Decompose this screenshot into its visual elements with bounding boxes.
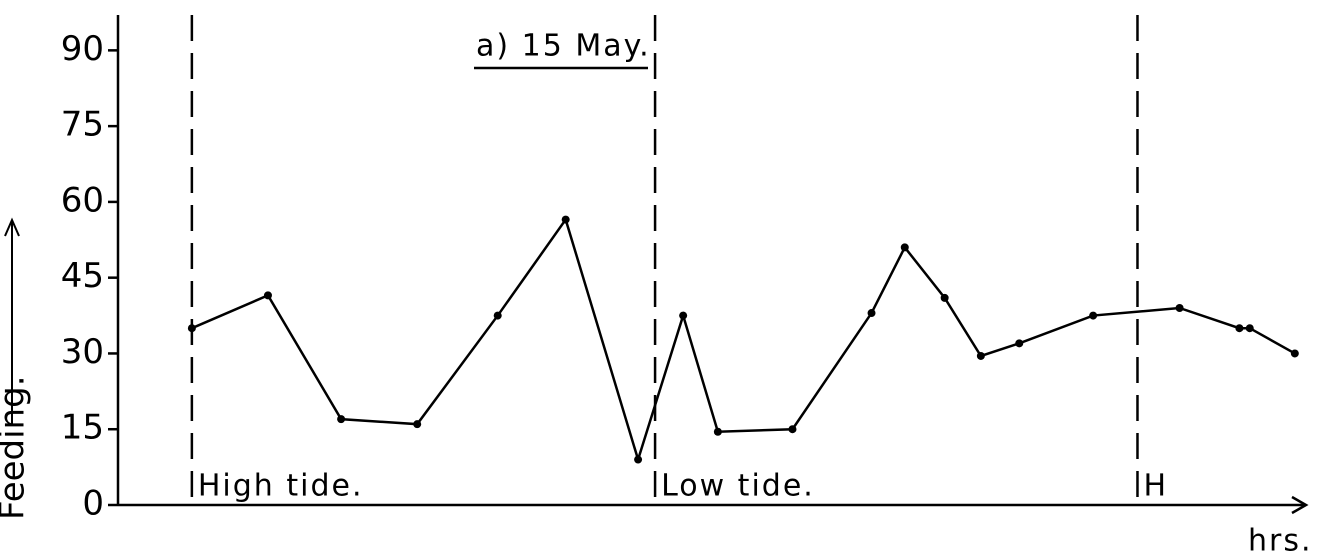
point <box>867 309 876 318</box>
point <box>679 311 688 320</box>
tide-label: Low tide. <box>661 469 815 504</box>
y-axis-label: Feeding. <box>0 376 33 521</box>
point <box>940 293 949 302</box>
point <box>337 415 346 424</box>
y-tick-label: 90 <box>61 29 104 69</box>
point <box>1290 349 1299 358</box>
point <box>1235 324 1244 333</box>
point <box>976 351 985 360</box>
y-tick-label: 45 <box>61 256 104 296</box>
point <box>263 291 272 300</box>
point <box>788 425 797 434</box>
x-axis-label: hrs. <box>1248 524 1313 559</box>
point <box>493 311 502 320</box>
point <box>413 420 422 429</box>
point <box>634 455 643 464</box>
point <box>1015 339 1024 348</box>
x-axis-arrow <box>1291 495 1309 515</box>
y-tick-label: 60 <box>61 180 104 220</box>
y-tick-label: 0 <box>82 484 104 524</box>
point <box>1245 324 1254 333</box>
series-line <box>191 216 1296 464</box>
y-tick-label: 15 <box>61 408 104 448</box>
point <box>713 427 722 436</box>
y-tick-label: 30 <box>61 332 104 372</box>
point <box>561 215 570 224</box>
chart-title: a) 15 May. <box>476 29 651 64</box>
point <box>1175 303 1184 312</box>
y-tick-label: 75 <box>61 105 104 145</box>
tide-label: H <box>1143 469 1168 504</box>
point <box>187 324 196 333</box>
y-label-arrow-head <box>4 217 20 237</box>
point <box>1089 311 1098 320</box>
point <box>900 243 909 252</box>
tide-label: High tide. <box>198 469 364 504</box>
